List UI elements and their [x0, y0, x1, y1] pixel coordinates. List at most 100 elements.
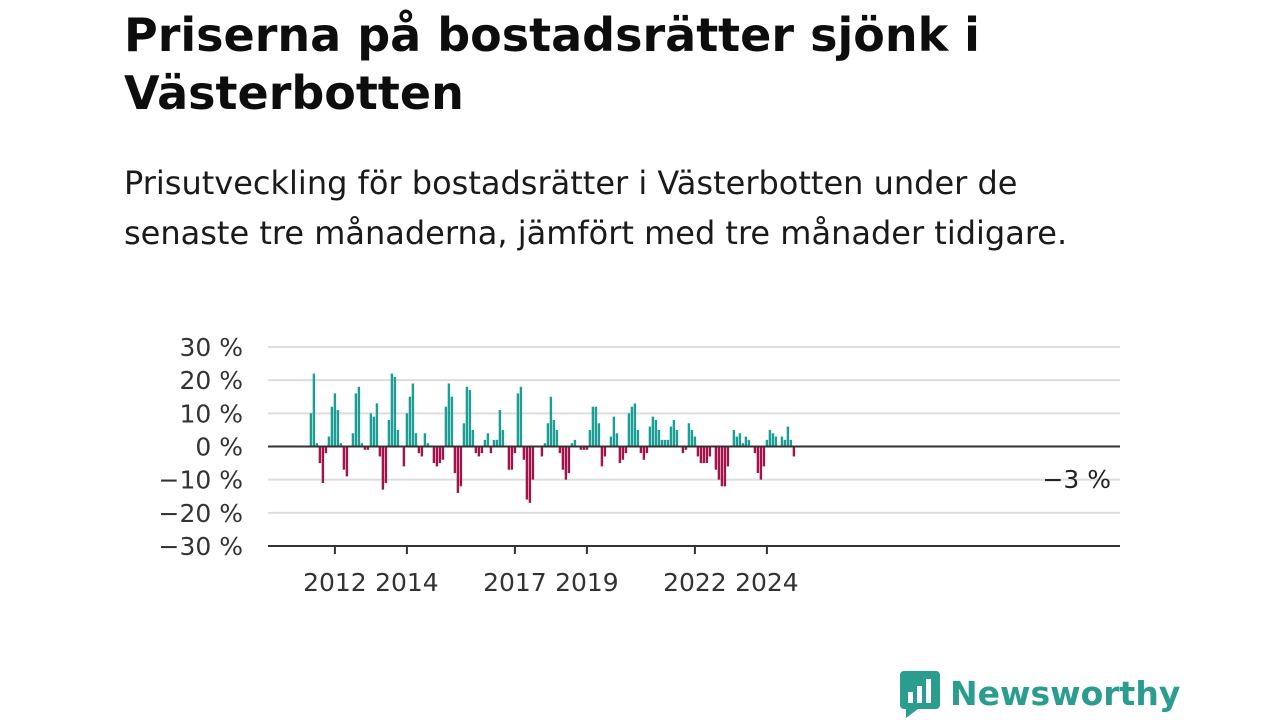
bar [765, 439, 769, 447]
bar [510, 446, 514, 470]
y-tick-label: −30 % [159, 532, 243, 561]
bar [387, 419, 391, 447]
bar [759, 446, 763, 480]
bar [768, 429, 772, 447]
bar [339, 443, 343, 447]
bar [675, 429, 679, 447]
bar [402, 446, 406, 467]
bar [744, 436, 748, 447]
bar [723, 446, 727, 487]
x-tick-label: 2012 [303, 568, 367, 597]
bar [342, 446, 346, 470]
bar [699, 446, 703, 464]
bar [780, 436, 784, 447]
bar [570, 443, 574, 447]
bar [357, 386, 361, 447]
bar [513, 446, 517, 454]
bar [459, 446, 463, 487]
bar [519, 386, 523, 447]
bar [495, 439, 499, 447]
bar [540, 446, 544, 457]
x-tick-label: 2014 [375, 568, 439, 597]
x-tick-label: 2019 [555, 568, 619, 597]
bar [609, 436, 613, 447]
bar [315, 443, 319, 447]
bar [783, 439, 787, 447]
bar [420, 446, 424, 457]
newsworthy-logo-text: Newsworthy [950, 673, 1181, 713]
bar [687, 423, 691, 447]
bar [753, 446, 757, 454]
bar [381, 446, 385, 490]
bar [543, 443, 547, 447]
bar [597, 423, 601, 447]
bar [588, 429, 592, 447]
newsworthy-logo: Newsworthy [900, 668, 1180, 718]
bar [525, 446, 529, 500]
bar [624, 446, 628, 454]
bar [651, 416, 655, 447]
chart-subtitle: Prisutveckling för bostadsrätter i Väste… [124, 164, 1068, 252]
bar [726, 446, 730, 467]
bar [465, 386, 469, 447]
bar [564, 446, 568, 480]
bar [615, 433, 619, 447]
bar [501, 429, 505, 447]
bar [489, 446, 493, 454]
bar [528, 446, 532, 503]
bar [330, 406, 334, 447]
bar [555, 429, 559, 447]
chart-title: Priserna på bostadsrätter sjönk i Väster… [124, 8, 980, 120]
bar [732, 429, 736, 447]
y-tick-label: 20 % [179, 366, 243, 395]
bar [690, 429, 694, 447]
bar [600, 446, 604, 467]
bar [552, 419, 556, 447]
y-tick-label: 30 % [179, 333, 243, 362]
bar [717, 446, 721, 480]
bar [414, 433, 418, 447]
bar [438, 446, 442, 464]
bar [774, 436, 778, 447]
bar [336, 410, 340, 447]
bar [522, 446, 526, 460]
bar [363, 446, 367, 450]
bar [720, 446, 724, 487]
newsworthy-logo-icon [900, 671, 940, 718]
bar [657, 429, 661, 447]
bar [633, 403, 637, 447]
bar [612, 416, 616, 447]
bar [360, 443, 364, 447]
bar [411, 383, 415, 447]
bar [549, 396, 553, 447]
bar [441, 446, 445, 460]
bar [603, 446, 607, 457]
bar [627, 413, 631, 447]
bar [618, 446, 622, 464]
bar [471, 429, 475, 447]
bar [477, 446, 481, 457]
bar [693, 436, 697, 447]
bar [408, 396, 412, 447]
bar [435, 446, 439, 467]
bar [645, 446, 649, 454]
bar [318, 446, 322, 464]
last-value-label: −3 % [1042, 465, 1111, 494]
bar [639, 446, 643, 454]
bar [372, 416, 376, 447]
bar [636, 429, 640, 447]
bar [492, 439, 496, 447]
bar [573, 439, 577, 447]
bar [579, 446, 583, 450]
bar [447, 383, 451, 447]
bar [453, 446, 457, 474]
bar [708, 446, 712, 457]
bar [594, 406, 598, 447]
bar [321, 446, 325, 483]
bar [714, 446, 718, 470]
bar [756, 446, 760, 474]
bar [648, 426, 652, 447]
bar [450, 396, 454, 447]
bar [444, 406, 448, 447]
